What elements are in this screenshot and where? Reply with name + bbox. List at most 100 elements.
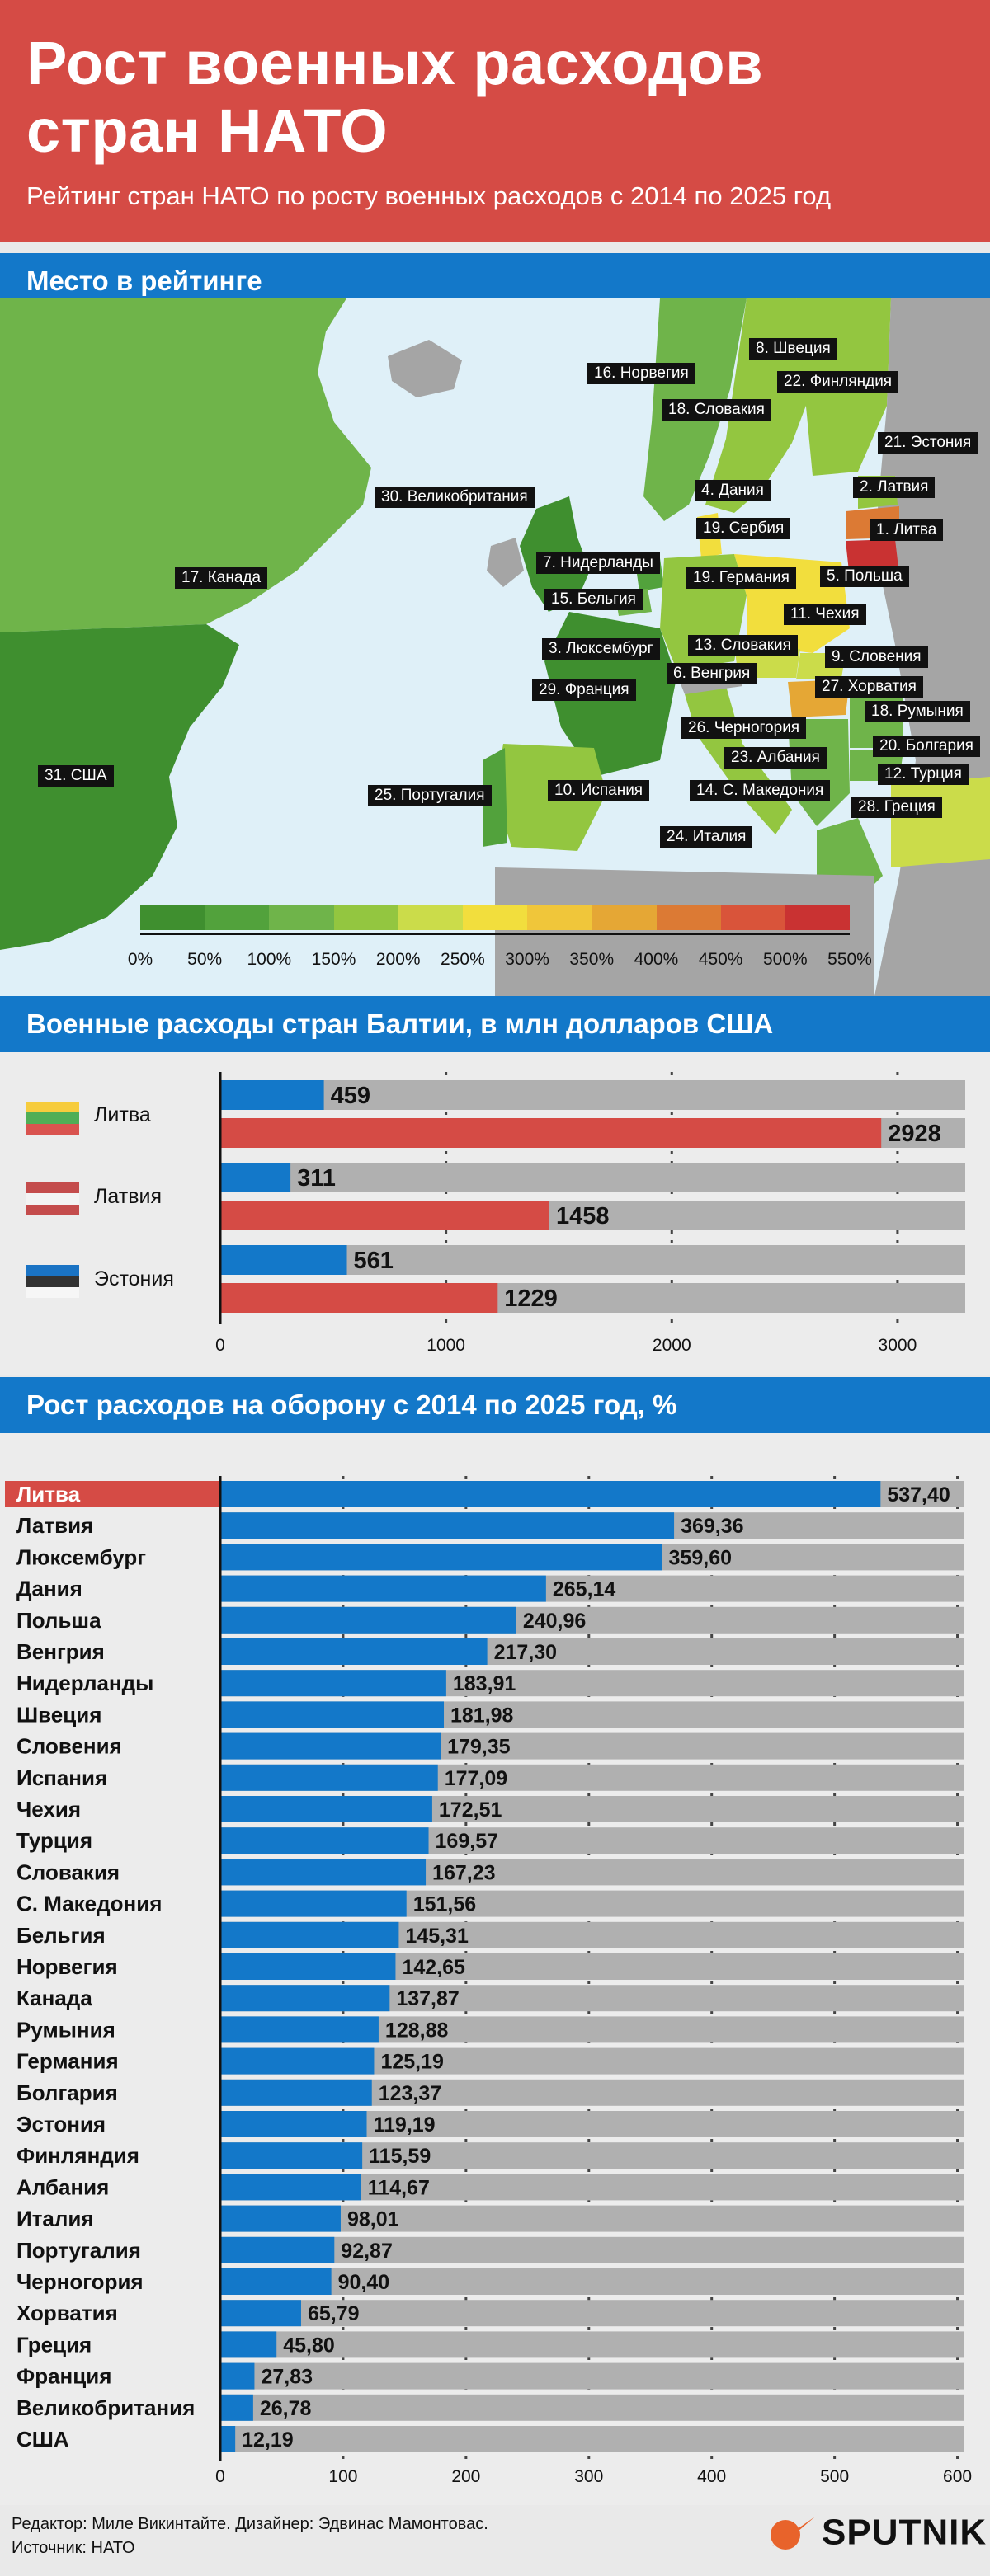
baltic-chart: Литва Латвия Эстония 0 1000 2000 3000 459 292… — [0, 1052, 990, 1375]
map-label: 5. Польша — [820, 566, 909, 587]
growth-bar — [220, 1701, 445, 1728]
growth-bars: 0 100 200 300 400 500 600 Литва 537,40 Латвия 369,… — [5, 1476, 972, 2486]
baltic-bar — [220, 1163, 291, 1192]
legend-axis-line — [140, 933, 850, 935]
growth-bar-value: 115,59 — [369, 2145, 431, 2168]
title-line-1: Рост военных расходов — [26, 29, 764, 97]
baltic-legend-lithuania: Литва — [94, 1103, 151, 1126]
growth-tick-label: 0 — [215, 2467, 225, 2486]
legend-tick-label: 150% — [311, 950, 356, 969]
growth-category-label: Словакия — [16, 1859, 120, 1884]
map-label: 11. Чехия — [784, 604, 866, 625]
legend-swatch — [656, 905, 721, 930]
growth-bar — [220, 2079, 372, 2106]
baltic-tick-label: 2000 — [653, 1336, 691, 1355]
legend-tick-label: 50% — [187, 950, 223, 969]
growth-tick-label: 200 — [451, 2467, 480, 2486]
map-ireland — [487, 538, 524, 587]
baltic-tick-label: 3000 — [879, 1336, 917, 1355]
growth-bar-value: 145,31 — [405, 1925, 469, 1948]
map-label: 9. Словения — [825, 646, 928, 668]
growth-bar-value: 151,56 — [413, 1893, 476, 1916]
baltic-bar-track — [220, 1163, 965, 1192]
growth-bar-value: 90,40 — [338, 2271, 390, 2294]
growth-category-label: Бельгия — [16, 1923, 106, 1948]
growth-bar-value: 359,60 — [669, 1546, 732, 1569]
growth-bar — [220, 1796, 432, 1822]
credits-editor: Редактор: Миле Викинтайте. Дизайнер: Эдв… — [12, 2515, 488, 2533]
map-legend — [140, 905, 851, 938]
map-africa — [495, 867, 874, 996]
legend-tick-label: 450% — [698, 950, 743, 969]
growth-bar — [220, 1890, 407, 1917]
map-label: 22. Финляндия — [777, 371, 899, 393]
growth-bar-track — [220, 2331, 964, 2358]
growth-category-label: Люксембург — [16, 1544, 146, 1569]
legend-swatch — [785, 905, 851, 930]
map-label: 21. Эстония — [878, 432, 978, 454]
header: Рост военных расходов стран НАТО Рейтинг… — [0, 0, 990, 242]
legend-swatch — [205, 905, 270, 930]
growth-category-label: Черногория — [16, 2269, 144, 2294]
map-portugal — [483, 748, 507, 847]
growth-category-label: Чехия — [16, 1797, 81, 1822]
growth-bar-value: 45,80 — [283, 2334, 335, 2357]
growth-bar-value: 12,19 — [242, 2428, 294, 2451]
growth-category-label: Болгария — [16, 2080, 118, 2105]
growth-bar — [220, 2331, 277, 2358]
legend-tick-label: 100% — [247, 950, 292, 969]
growth-bar-track — [220, 2268, 964, 2295]
growth-bar-value: 169,57 — [436, 1830, 498, 1853]
growth-category-label: Португалия — [16, 2238, 141, 2263]
growth-tick-label: 300 — [574, 2467, 603, 2486]
baltic-bar-value: 561 — [354, 1248, 394, 1274]
growth-bar-value: 183,91 — [453, 1672, 516, 1695]
legend-tick-label: 300% — [505, 950, 549, 969]
growth-bar — [220, 2142, 363, 2169]
map-turkey — [891, 777, 990, 867]
map-label: 18. Словакия — [662, 399, 771, 421]
growth-bar-track — [220, 2300, 964, 2327]
growth-category-label: Хорватия — [16, 2301, 118, 2325]
map-label: 23. Албания — [724, 747, 827, 769]
growth-bar — [220, 1575, 546, 1602]
growth-bar-value: 177,09 — [445, 1767, 507, 1790]
growth-bar-value: 369,36 — [681, 1515, 743, 1538]
growth-category-label: Турция — [16, 1828, 92, 1853]
growth-category-label: Италия — [16, 2207, 94, 2231]
growth-bar-value: 179,35 — [447, 1736, 511, 1759]
growth-bar-value: 128,88 — [385, 2019, 449, 2042]
growth-bar — [220, 2205, 341, 2232]
map-label: 31. США — [38, 765, 114, 787]
map-label: 2. Латвия — [853, 477, 936, 498]
growth-bar — [220, 2111, 367, 2137]
section-title-baltic: Военные расходы стран Балтии, в млн долл… — [0, 996, 990, 1052]
map-label: 25. Португалия — [368, 785, 492, 806]
baltic-legend-latvia: Латвия — [94, 1185, 162, 1208]
growth-bar — [220, 2362, 255, 2390]
growth-category-label: Венгрия — [16, 1639, 105, 1664]
sputnik-logo-icon — [771, 2517, 815, 2550]
growth-bar — [220, 2268, 332, 2295]
growth-bar — [220, 2016, 379, 2043]
growth-bar — [220, 1827, 429, 1854]
growth-tick-label: 100 — [328, 2467, 357, 2486]
growth-bar — [220, 2236, 335, 2263]
baltic-tick-label: 1000 — [427, 1336, 465, 1355]
growth-category-label: Словения — [16, 1734, 122, 1759]
legend-swatch — [462, 905, 528, 930]
legend-tick-label: 350% — [569, 950, 615, 969]
flag-latvia-icon — [26, 1182, 79, 1215]
growth-bar-value: 172,51 — [439, 1798, 502, 1822]
baltic-bar-value: 311 — [297, 1165, 336, 1192]
map-canada — [0, 298, 371, 632]
map-label: 12. Турция — [878, 764, 969, 785]
growth-bar-value: 537,40 — [887, 1483, 950, 1507]
baltic-bar — [220, 1118, 882, 1148]
title-line-2: стран НАТО — [26, 96, 389, 165]
section-title-growth: Рост расходов на оборону с 2014 по 2025 … — [0, 1377, 990, 1433]
map-label: 20. Болгария — [873, 736, 980, 757]
map-usa — [0, 624, 239, 950]
growth-bar — [220, 1606, 516, 1634]
page-subtitle: Рейтинг стран НАТО по росту военных расх… — [26, 181, 832, 210]
